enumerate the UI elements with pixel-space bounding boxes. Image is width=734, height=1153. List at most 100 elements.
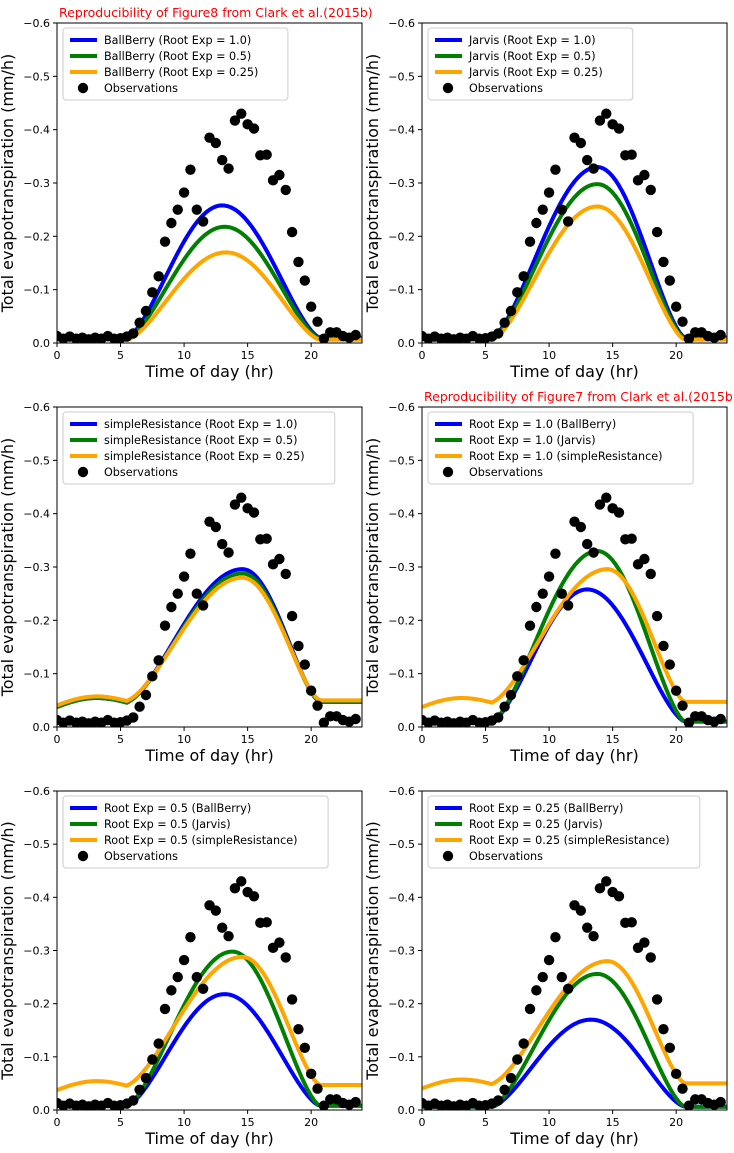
observation-point bbox=[185, 932, 196, 943]
y-tick-label: −0.2 bbox=[23, 998, 50, 1011]
observation-point bbox=[248, 891, 260, 902]
observation-point bbox=[305, 301, 317, 312]
observation-point bbox=[147, 1054, 158, 1065]
observation-point bbox=[185, 548, 196, 559]
y-tick-label: −0.3 bbox=[388, 177, 415, 190]
observation-point bbox=[658, 640, 669, 652]
observation-point bbox=[147, 671, 158, 682]
chart-panel-6: 0 5 10 15 20 0.0 −0.1 −0.2 −0.3 −0.4 −0.5 −0.6 Time … bbox=[363, 785, 728, 1148]
observation-point bbox=[140, 305, 152, 317]
observation-point bbox=[518, 655, 529, 666]
y-tick-label: 0.0 bbox=[33, 337, 51, 350]
x-axis-label: Time of day (hr) bbox=[509, 362, 638, 381]
legend-box bbox=[62, 795, 329, 869]
observation-point bbox=[286, 610, 298, 622]
legend-box bbox=[427, 411, 694, 485]
observation-point bbox=[493, 328, 504, 339]
observation-point bbox=[670, 301, 682, 312]
x-tick-label: 15 bbox=[606, 1116, 620, 1129]
observation-point bbox=[172, 204, 183, 215]
observation-point bbox=[562, 600, 574, 611]
observation-point bbox=[248, 507, 260, 518]
observation-point bbox=[715, 1096, 726, 1108]
y-tick-label: −0.2 bbox=[388, 998, 415, 1011]
y-tick-label: −0.6 bbox=[23, 401, 50, 414]
x-tick-label: 0 bbox=[419, 733, 426, 746]
observation-point bbox=[556, 204, 567, 215]
observation-point bbox=[299, 659, 311, 670]
legend-marker-observations bbox=[77, 82, 89, 94]
observation-point bbox=[128, 328, 139, 339]
observation-point bbox=[613, 891, 625, 902]
chart-title: Reproducibility of Figure8 from Clark et… bbox=[59, 5, 373, 20]
observation-point bbox=[626, 533, 637, 544]
legend-label-2: Root Exp = 0.5 (Jarvis) bbox=[104, 818, 231, 831]
observation-point bbox=[312, 700, 323, 711]
observation-point bbox=[210, 521, 222, 533]
y-tick-label: −0.2 bbox=[388, 614, 415, 627]
y-tick-label: −0.1 bbox=[388, 668, 415, 681]
legend-label-3: simpleResistance (Root Exp = 0.25) bbox=[104, 450, 305, 463]
observation-point bbox=[140, 689, 152, 701]
series-line-3 bbox=[57, 954, 362, 1092]
y-tick-label: −0.6 bbox=[388, 17, 415, 30]
observation-point bbox=[280, 568, 291, 580]
observation-point bbox=[153, 655, 164, 666]
y-tick-label: 0.0 bbox=[33, 721, 51, 734]
x-axis-label: Time of day (hr) bbox=[144, 746, 273, 765]
legend-label-observations: Observations bbox=[469, 850, 543, 863]
observation-point bbox=[575, 521, 587, 533]
observation-point bbox=[601, 492, 612, 503]
observation-point bbox=[153, 271, 164, 282]
observation-point bbox=[556, 971, 567, 983]
chart-panel-2: 0 5 10 15 20 0.0 −0.1 −0.2 −0.3 −0.4 −0.5 −0.6 Time … bbox=[363, 17, 728, 381]
x-tick-label: 0 bbox=[419, 349, 426, 362]
x-tick-label: 10 bbox=[177, 349, 191, 362]
x-axis-label: Time of day (hr) bbox=[509, 746, 638, 765]
y-tick-label: −0.5 bbox=[23, 838, 50, 851]
legend-marker-observations bbox=[77, 850, 89, 862]
x-tick-label: 0 bbox=[54, 349, 61, 362]
observation-point bbox=[651, 226, 663, 238]
y-tick-label: −0.6 bbox=[388, 401, 415, 414]
observation-point bbox=[274, 937, 285, 948]
legend-marker-observations bbox=[77, 466, 89, 478]
observation-point bbox=[582, 922, 593, 933]
observation-point bbox=[531, 985, 542, 996]
observation-point bbox=[499, 701, 510, 712]
observation-point bbox=[670, 1068, 682, 1080]
observation-point bbox=[493, 712, 504, 723]
observation-point bbox=[582, 538, 593, 550]
legend-box bbox=[62, 27, 289, 101]
x-tick-label: 20 bbox=[304, 349, 318, 362]
y-tick-label: −0.5 bbox=[23, 70, 50, 83]
y-tick-label: −0.1 bbox=[23, 284, 50, 297]
x-tick-label: 5 bbox=[117, 733, 124, 746]
observation-point bbox=[664, 275, 676, 286]
legend-label-1: Root Exp = 0.25 (BallBerry) bbox=[469, 802, 623, 815]
y-axis-label: Total evapotranspiration (mm/h) bbox=[363, 54, 382, 314]
observation-point bbox=[715, 713, 726, 725]
observation-point bbox=[166, 601, 177, 613]
observation-point bbox=[293, 1023, 304, 1035]
chart-panel-3: 0 5 10 15 20 0.0 −0.1 −0.2 −0.3 −0.4 −0.5 −0.6 Time … bbox=[0, 401, 363, 765]
observation-point bbox=[493, 1095, 504, 1106]
y-tick-label: −0.4 bbox=[388, 891, 415, 904]
observation-point bbox=[677, 316, 688, 327]
x-tick-label: 15 bbox=[606, 733, 620, 746]
observation-point bbox=[505, 1072, 517, 1084]
y-tick-label: −0.6 bbox=[388, 785, 415, 798]
legend-label-2: Jarvis (Root Exp = 0.5) bbox=[468, 50, 596, 63]
observation-point bbox=[229, 115, 241, 126]
y-tick-label: −0.6 bbox=[23, 17, 50, 30]
observation-point bbox=[153, 1038, 164, 1049]
observation-point bbox=[562, 216, 574, 227]
observation-point bbox=[134, 1084, 145, 1095]
observation-point bbox=[280, 184, 291, 196]
observation-point bbox=[178, 571, 190, 582]
observation-point bbox=[531, 217, 542, 229]
observation-point bbox=[613, 507, 625, 518]
legend-label-1: Jarvis (Root Exp = 1.0) bbox=[468, 34, 596, 47]
legend-label-3: Jarvis (Root Exp = 0.25) bbox=[468, 66, 603, 79]
observation-point bbox=[664, 1042, 676, 1053]
